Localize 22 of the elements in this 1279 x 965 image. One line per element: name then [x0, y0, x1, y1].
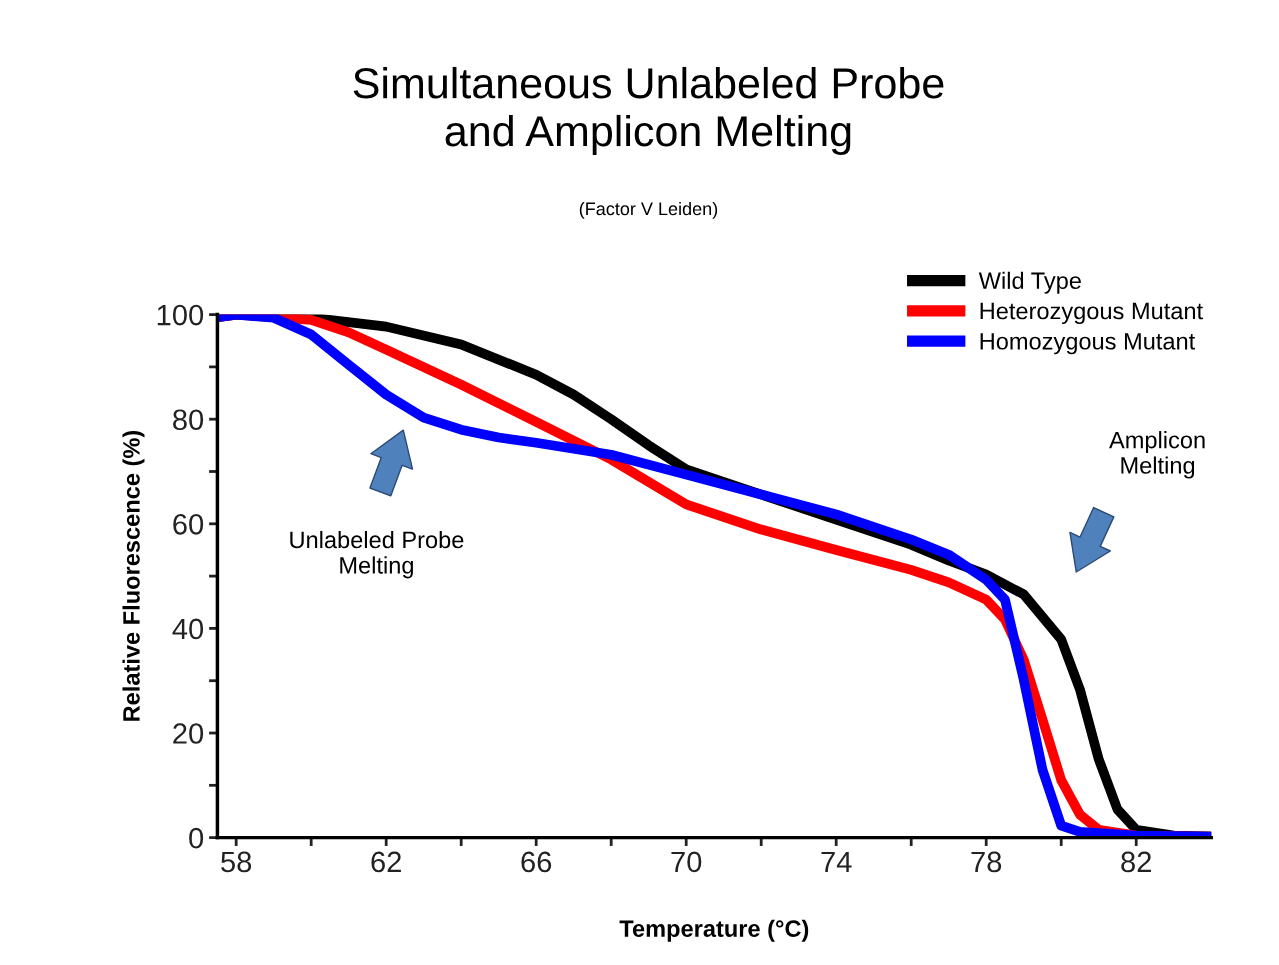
x-tick-label: 74 — [821, 851, 852, 872]
x-tick-label: 66 — [521, 851, 552, 873]
x-axis-title: Temperature (°C) — [619, 919, 809, 942]
x-tick-label: 78 — [971, 851, 1002, 873]
x-tick-label: 82 — [1121, 851, 1151, 873]
chart-title: Simultaneous Unlabeled Probe and Amplicon Melting — [353, 66, 944, 156]
y-tick-label: 100 — [157, 304, 204, 326]
annotation: Unlabeled Probe Melting — [290, 530, 464, 579]
x-tick-label: 62 — [371, 851, 401, 873]
legend-label: Homozygous Mutant — [980, 333, 1196, 355]
y-tick-label: 80 — [173, 409, 204, 431]
y-tick-label: 20 — [173, 723, 204, 744]
y-tick-label: 0 — [189, 827, 204, 849]
y-axis-title: Relative Fluorescence (%) — [122, 430, 145, 721]
annotation: Amplicon Melting — [1109, 431, 1205, 479]
chart-subtitle: (Factor V Leiden) — [579, 201, 718, 219]
legend-label: Heterozygous Mutant — [980, 302, 1203, 325]
y-tick-label: 40 — [172, 618, 204, 640]
legend-label: Wild Type — [978, 271, 1081, 294]
x-tick-label: 70 — [671, 851, 702, 873]
x-tick-label: 58 — [221, 851, 252, 873]
y-tick-label: 60 — [173, 514, 204, 535]
